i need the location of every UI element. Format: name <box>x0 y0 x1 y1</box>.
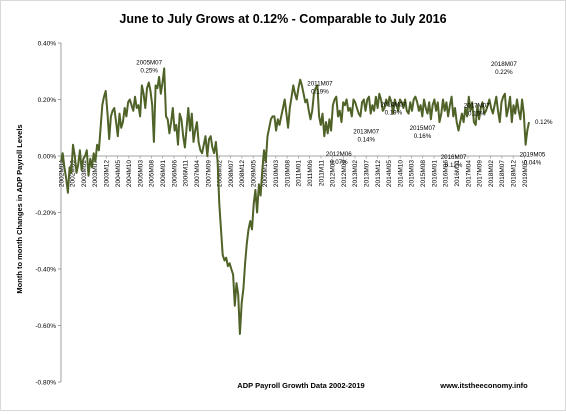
annotation-value: 0.16% <box>414 133 432 140</box>
annotation-label: 2014M07 <box>380 101 406 108</box>
annotation-label: 2017M07 <box>464 103 490 110</box>
x-tick-label: 2010M08 <box>284 160 291 187</box>
series-line <box>60 67 530 335</box>
x-tick-label: 2018M07 <box>499 160 506 187</box>
x-tick-label: 2016M01 <box>431 160 438 187</box>
x-tick-label: 2013M12 <box>375 160 382 187</box>
annotation-group: 2005M070.25%2011M070.19%2012M060.07%2013… <box>136 59 553 169</box>
x-tick-label: 2005M08 <box>149 160 156 187</box>
x-tick-label: 2004M10 <box>126 160 133 187</box>
x-tick-label: 2013M07 <box>364 160 371 187</box>
x-tick-label: 2016M11 <box>454 160 461 187</box>
x-tick-label: 2017M04 <box>465 160 472 187</box>
y-tick-label: -0.40% <box>35 267 56 274</box>
annotation-value: 0.12% <box>535 119 553 126</box>
x-tick-label: 2014M05 <box>386 160 393 187</box>
series-group <box>60 67 530 335</box>
x-tick-label: 2011M01 <box>296 160 303 187</box>
annotation-value: 0.19% <box>385 109 403 116</box>
x-tick-label: 2012M04 <box>330 160 337 187</box>
x-tick-label: 2014M10 <box>397 160 404 187</box>
annotation-value: 0.19% <box>311 88 329 95</box>
annotation-label: 2005M07 <box>136 59 162 66</box>
annotation-label: 2019M05 <box>520 152 546 159</box>
y-tick-label: -0.80% <box>35 380 56 387</box>
x-tick-label: 2006M01 <box>160 160 167 187</box>
x-tick-label: 2016M06 <box>443 160 450 187</box>
x-tick-label: 2003M02 <box>81 160 88 187</box>
annotation-value: 0.15% <box>468 111 486 118</box>
x-tick-label: 2002M09 <box>70 160 77 187</box>
x-tick-label: 2011M06 <box>307 160 314 187</box>
x-tick-label: 2006M11 <box>183 160 190 187</box>
x-tick-label: 2009M10 <box>262 160 269 187</box>
x-tick-label: 2011M11 <box>318 160 325 187</box>
x-tick-label: 2018M02 <box>488 160 495 187</box>
annotation-label: 2016M07 <box>441 154 467 161</box>
x-tick-label: 2005M03 <box>137 160 144 187</box>
y-tick-label: -0.20% <box>35 210 56 217</box>
source-label: www.itstheeconomy.info <box>439 381 528 390</box>
x-axis-label: ADP Payroll Growth Data 2002-2019 <box>237 381 364 390</box>
x-tick-label: 2008M07 <box>228 160 235 187</box>
x-tick-label: 2007M04 <box>194 160 201 187</box>
x-tick-label: 2010M03 <box>273 160 280 187</box>
x-tick-label: 2015M03 <box>409 160 416 187</box>
x-tick-label: 2019M05 <box>522 160 529 187</box>
annotation-label: 2018M07 <box>491 61 517 68</box>
annotation-label: 2015M07 <box>410 125 436 132</box>
y-axis-label: Month to month Changes in ADP Payroll Le… <box>15 124 24 293</box>
y-tick-label: 0.00% <box>38 154 57 161</box>
x-tick-label: 2003M07 <box>92 160 99 187</box>
x-tick-label: 2018M12 <box>510 160 517 187</box>
y-tick-label: 0.20% <box>38 97 57 104</box>
x-tick-label: 2008M02 <box>217 160 224 187</box>
x-tick-label: 2002M04 <box>58 160 65 187</box>
x-tick-label: 2004M05 <box>115 160 122 187</box>
annotation-label: 2013M07 <box>353 128 379 135</box>
x-tick-label: 2009M05 <box>250 160 257 187</box>
annotation-label: 2012M06 <box>326 151 352 158</box>
x-tick-label: 2006M06 <box>171 160 178 187</box>
annotation-label: 2011M07 <box>307 80 333 87</box>
x-axis: 2002M04 2002M09 2003M02 2003M07 2003M12 2004M… <box>58 155 529 187</box>
x-tick-label: 2008M12 <box>239 160 246 187</box>
x-tick-label: 2012M09 <box>341 160 348 187</box>
x-tick-label: 2015M08 <box>420 160 427 187</box>
x-tick-label: 2013M02 <box>352 160 359 187</box>
annotation-value: 0.07% <box>330 159 348 166</box>
x-tick-label: 2017M09 <box>477 160 484 187</box>
y-tick-label: -0.60% <box>35 323 56 330</box>
annotation-value: 0.22% <box>495 69 513 76</box>
y-axis: 0.40% 0.20% 0.00% -0.20% -0.40% -0.60% -0.80% <box>35 41 62 387</box>
annotation-value: 0.25% <box>140 67 158 74</box>
chart-title: June to July Grows at 0.12% - Comparable… <box>119 12 446 26</box>
y-tick-label: 0.40% <box>38 41 57 48</box>
x-tick-label: 2003M12 <box>104 160 111 187</box>
annotation-value: 0.12% <box>445 162 463 169</box>
annotation-value: 0.14% <box>357 136 375 143</box>
annotation-value: 0.04% <box>524 160 542 167</box>
x-tick-label: 2007M09 <box>205 160 212 187</box>
